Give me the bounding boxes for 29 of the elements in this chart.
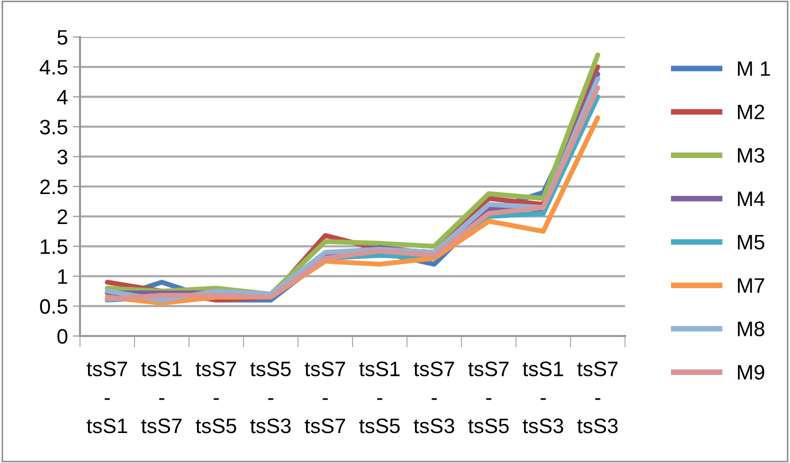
x-tick-label: tsS7 - tsS5 [196,362,236,434]
legend-label: M3 [738,148,764,163]
y-tick-label: 4 [57,90,68,104]
legend-label: M5 [738,234,764,250]
x-tick-label: tsS1 - tsS3 [522,362,564,434]
x-tick-label: tsS1 - tsS7 [141,362,182,434]
legend-label: M9 [738,364,764,380]
legend-label: M2 [738,104,764,120]
x-tick-label: tsS7 - tsS7 [304,362,346,434]
x-tick-label: tsS5 - tsS3 [250,362,291,434]
x-tick-label: tsS7 - tsS1 [86,362,128,434]
legend-label: M8 [738,322,764,336]
y-tick-label: 0.5 [40,299,68,314]
x-tick-label: tsS1 - tsS5 [359,362,400,434]
y-tick-label: 3.5 [40,120,68,134]
legend-label: M7 [738,278,764,293]
y-tick-label: 2 [58,209,68,224]
y-tick-label: 1.5 [40,240,68,254]
legend-label: M4 [738,192,765,206]
x-tick-label: tsS7 - tsS3 [414,362,454,434]
x-tick-label: tsS7 - tsS3 [577,362,618,434]
y-tick-label: 2.5 [40,180,68,194]
y-tick-label: 3 [57,150,68,164]
y-tick-label: 4.5 [40,60,68,75]
y-tick-label: 5 [57,30,68,45]
x-tick-label: tsS7 - tsS5 [468,362,509,434]
y-tick-label: 0 [57,329,68,344]
y-tick-label: 1 [58,269,68,284]
legend-label: M 1 [738,61,770,76]
